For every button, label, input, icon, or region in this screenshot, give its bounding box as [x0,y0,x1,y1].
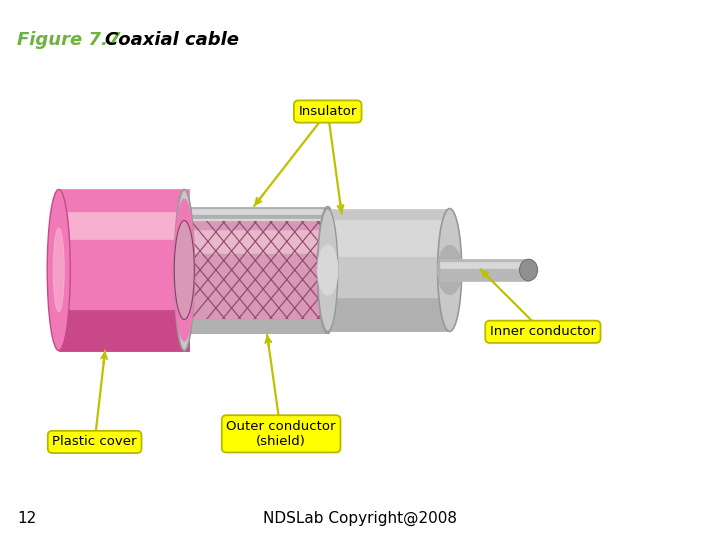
Polygon shape [440,262,528,268]
Polygon shape [184,322,328,333]
Polygon shape [184,207,328,333]
Ellipse shape [318,207,338,333]
Bar [184,220,360,320]
Text: Inner conductor: Inner conductor [490,325,596,338]
Ellipse shape [48,190,71,350]
Ellipse shape [53,228,64,312]
Text: Plastic cover: Plastic cover [53,435,137,448]
Text: Figure 7.7: Figure 7.7 [17,31,120,49]
Polygon shape [59,310,189,350]
Polygon shape [59,190,189,350]
Polygon shape [184,308,328,333]
Ellipse shape [174,223,194,317]
Ellipse shape [318,226,338,314]
Text: Insulator: Insulator [299,105,357,118]
Ellipse shape [174,190,194,350]
Ellipse shape [350,220,370,320]
Polygon shape [184,208,328,214]
Polygon shape [184,207,328,218]
Polygon shape [59,212,189,239]
Polygon shape [184,216,328,248]
Text: NDSLab Copyright@2008: NDSLab Copyright@2008 [263,511,457,526]
Polygon shape [440,259,528,281]
Polygon shape [184,220,360,320]
Ellipse shape [318,208,338,332]
Text: Coaxial cable: Coaxial cable [105,31,239,49]
Ellipse shape [438,245,462,295]
Text: 12: 12 [17,511,37,526]
Text: Outer conductor
(shield): Outer conductor (shield) [226,420,336,448]
Ellipse shape [318,245,338,295]
Polygon shape [184,231,360,253]
Polygon shape [328,208,450,332]
Ellipse shape [174,207,194,333]
Ellipse shape [174,220,194,320]
Ellipse shape [438,208,462,332]
Polygon shape [328,298,450,332]
Ellipse shape [520,259,538,281]
Ellipse shape [174,199,194,341]
Polygon shape [328,220,450,256]
